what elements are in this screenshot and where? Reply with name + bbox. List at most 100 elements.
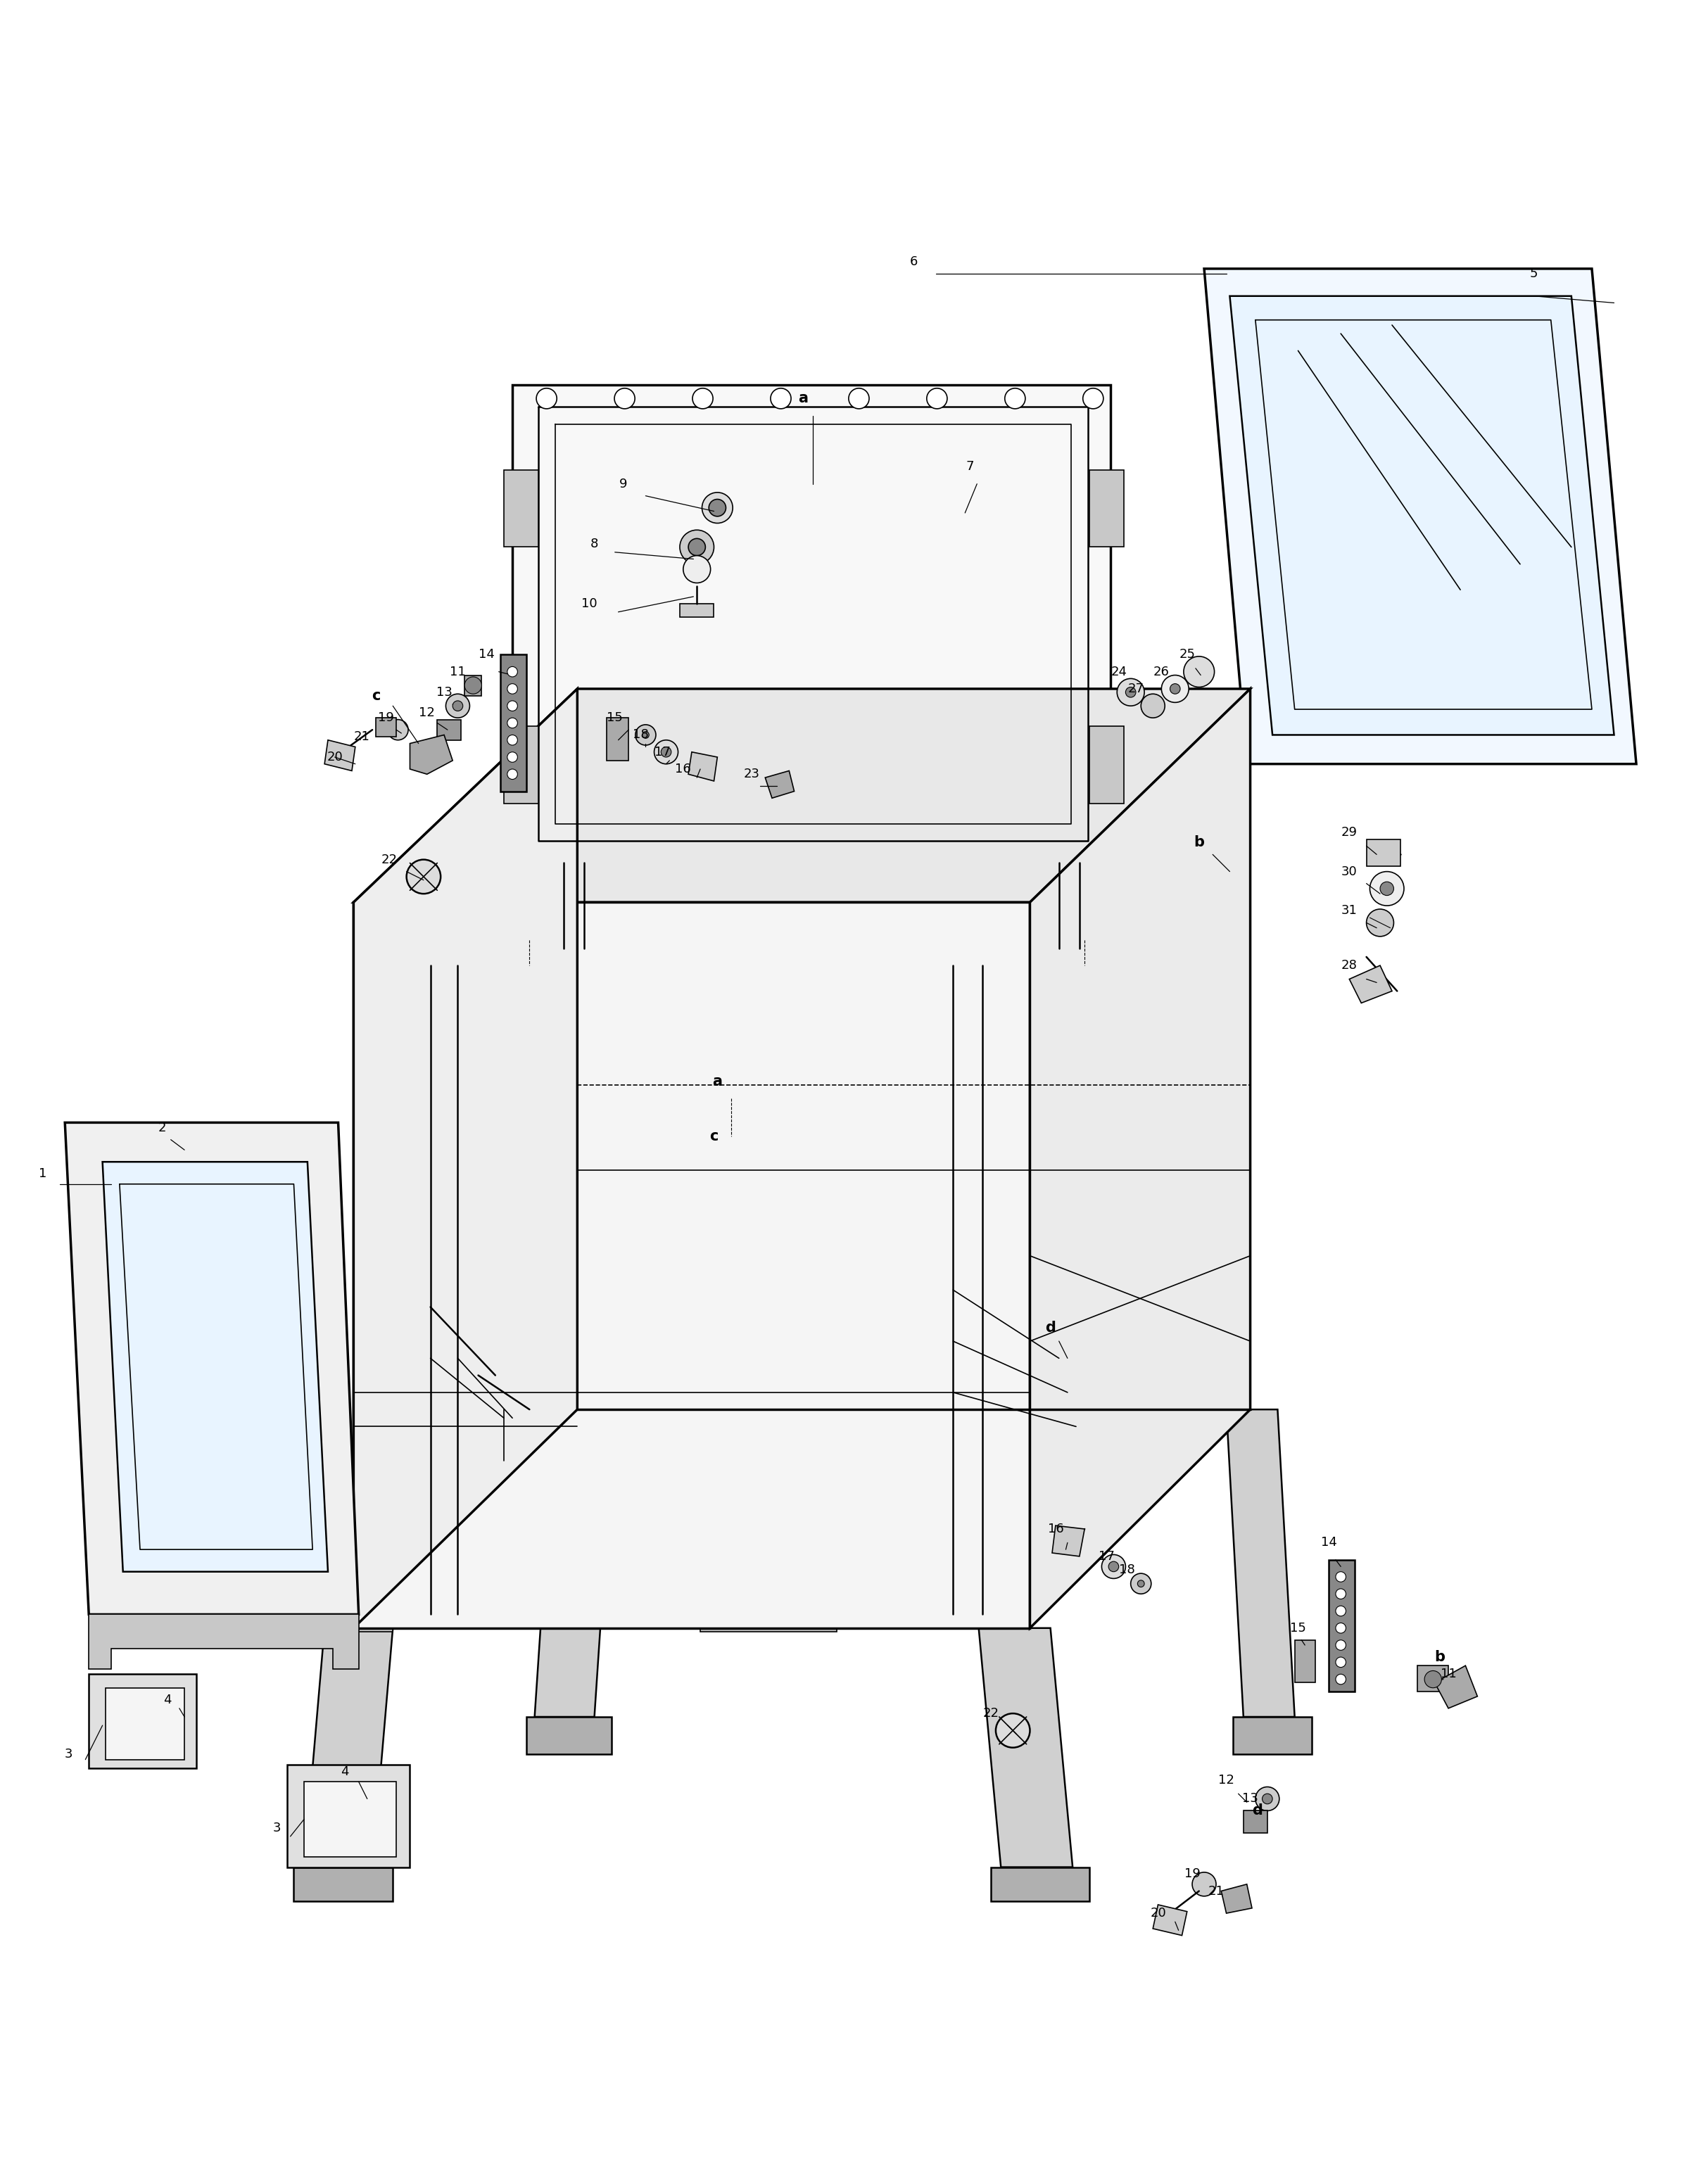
Text: 17: 17 [1098, 1549, 1115, 1562]
Circle shape [1102, 1554, 1126, 1578]
Polygon shape [376, 718, 396, 736]
Text: 9: 9 [620, 477, 627, 490]
Polygon shape [1042, 948, 1093, 974]
Polygon shape [1204, 269, 1636, 764]
Polygon shape [688, 753, 717, 781]
Circle shape [1336, 1571, 1346, 1582]
Text: 29: 29 [1341, 827, 1358, 838]
Text: 20: 20 [326, 751, 343, 764]
Polygon shape [1030, 688, 1250, 1628]
Circle shape [654, 740, 678, 764]
Text: 1: 1 [39, 1167, 46, 1180]
Text: b: b [1435, 1649, 1445, 1664]
Text: 12: 12 [1218, 1773, 1235, 1786]
Text: 20: 20 [1149, 1907, 1167, 1920]
Circle shape [635, 725, 656, 744]
Text: 19: 19 [1184, 1868, 1201, 1879]
Text: 3: 3 [65, 1749, 72, 1760]
Circle shape [661, 746, 671, 757]
Circle shape [688, 538, 705, 556]
Circle shape [1141, 694, 1165, 718]
Circle shape [1108, 1562, 1119, 1571]
Polygon shape [1366, 840, 1401, 866]
Circle shape [1262, 1795, 1272, 1803]
Circle shape [1336, 1658, 1346, 1667]
Circle shape [1170, 684, 1180, 694]
Polygon shape [765, 770, 794, 799]
Polygon shape [102, 1161, 328, 1571]
Text: 12: 12 [418, 707, 436, 718]
Circle shape [507, 768, 518, 779]
Polygon shape [1418, 1667, 1448, 1690]
Circle shape [680, 529, 714, 564]
Circle shape [1131, 1573, 1151, 1595]
Text: a: a [798, 391, 808, 406]
Circle shape [702, 493, 733, 523]
Text: 16: 16 [675, 762, 692, 775]
Text: 31: 31 [1341, 905, 1358, 918]
Text: 24: 24 [1110, 666, 1127, 677]
Polygon shape [979, 1628, 1073, 1866]
Circle shape [927, 388, 948, 408]
Circle shape [507, 666, 518, 677]
Polygon shape [680, 603, 714, 616]
Text: 11: 11 [1440, 1669, 1457, 1680]
Text: 7: 7 [967, 460, 974, 473]
Text: 14: 14 [478, 649, 495, 662]
Circle shape [1004, 388, 1025, 408]
Polygon shape [1052, 1526, 1085, 1556]
Text: 2: 2 [159, 1122, 166, 1135]
Polygon shape [526, 1716, 611, 1753]
Text: 10: 10 [581, 597, 598, 610]
Polygon shape [700, 1562, 837, 1632]
Circle shape [453, 701, 463, 712]
Circle shape [407, 859, 441, 894]
Text: a: a [712, 1074, 722, 1089]
Circle shape [642, 731, 649, 738]
Polygon shape [1243, 1810, 1267, 1834]
Circle shape [446, 694, 470, 718]
Polygon shape [437, 720, 461, 740]
Circle shape [1380, 881, 1394, 896]
Text: 13: 13 [436, 686, 453, 699]
Text: 16: 16 [1047, 1523, 1064, 1536]
Text: 14: 14 [1320, 1536, 1337, 1549]
Text: 18: 18 [1119, 1565, 1136, 1575]
Text: 3: 3 [273, 1821, 280, 1834]
Polygon shape [991, 1866, 1090, 1901]
Circle shape [996, 1714, 1030, 1747]
Circle shape [1117, 679, 1144, 705]
Text: 4: 4 [342, 1764, 348, 1777]
Text: 11: 11 [449, 666, 466, 677]
Circle shape [465, 677, 482, 694]
Circle shape [1138, 1580, 1144, 1586]
Circle shape [1126, 688, 1136, 697]
Polygon shape [1233, 1716, 1312, 1753]
Circle shape [1424, 1671, 1442, 1688]
Circle shape [1192, 1873, 1216, 1897]
Polygon shape [410, 736, 453, 775]
Polygon shape [294, 1866, 393, 1901]
Circle shape [1083, 388, 1103, 408]
Text: 15: 15 [606, 712, 623, 725]
Circle shape [507, 684, 518, 694]
Polygon shape [325, 740, 355, 770]
Circle shape [770, 388, 791, 408]
Circle shape [507, 718, 518, 729]
Text: 6: 6 [910, 256, 917, 269]
Bar [1090, 727, 1124, 803]
Circle shape [1336, 1588, 1346, 1599]
Circle shape [388, 720, 408, 740]
Text: 13: 13 [1242, 1792, 1259, 1805]
Text: 19: 19 [377, 712, 395, 725]
Polygon shape [1349, 966, 1392, 1003]
Text: 26: 26 [1153, 666, 1170, 677]
Circle shape [507, 753, 518, 762]
Text: c: c [709, 1128, 719, 1144]
Circle shape [1336, 1623, 1346, 1634]
Circle shape [849, 388, 869, 408]
Text: 5: 5 [1530, 267, 1537, 280]
Bar [1090, 471, 1124, 547]
Text: 4: 4 [164, 1693, 171, 1706]
Polygon shape [89, 1675, 196, 1769]
